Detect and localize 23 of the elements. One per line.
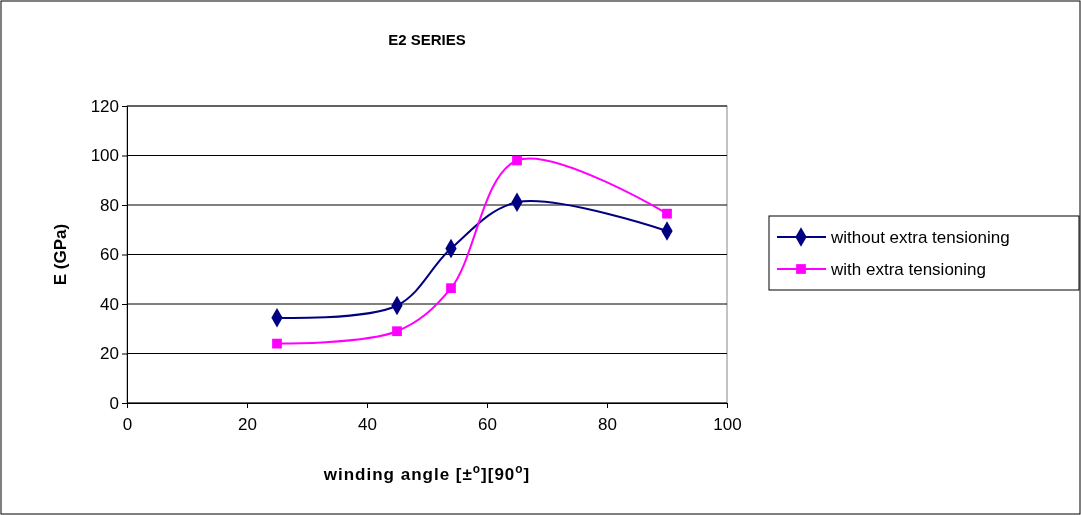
y-tick-label: 40 <box>100 294 119 314</box>
point <box>392 326 402 337</box>
point <box>272 338 282 349</box>
y-tick-label: 120 <box>90 96 119 116</box>
x-tick-label: 100 <box>713 414 742 434</box>
chart-title: E2 SERIES <box>388 31 466 48</box>
y-tick-label: 80 <box>100 195 119 215</box>
y-tick-label: 60 <box>100 245 119 265</box>
legend-label: with extra tensioning <box>830 260 986 279</box>
x-tick-label: 60 <box>478 414 497 434</box>
x-tick-label: 0 <box>122 414 133 434</box>
point <box>512 155 522 166</box>
x-axis-title: winding angle [±$^{o}$][90$^{o}$] <box>322 462 531 484</box>
point <box>446 283 456 294</box>
x-tick-label: 40 <box>358 414 377 434</box>
y-tick-label: 20 <box>100 344 119 364</box>
x-tick-label: 20 <box>238 414 257 434</box>
y-axis-title: E (GPa) <box>51 223 70 286</box>
x-tick-label: 80 <box>598 414 617 434</box>
y-tick-label: 0 <box>109 393 119 413</box>
point <box>662 208 672 219</box>
legend-label: without extra tensioning <box>830 228 1010 247</box>
y-tick-label: 100 <box>90 146 119 166</box>
